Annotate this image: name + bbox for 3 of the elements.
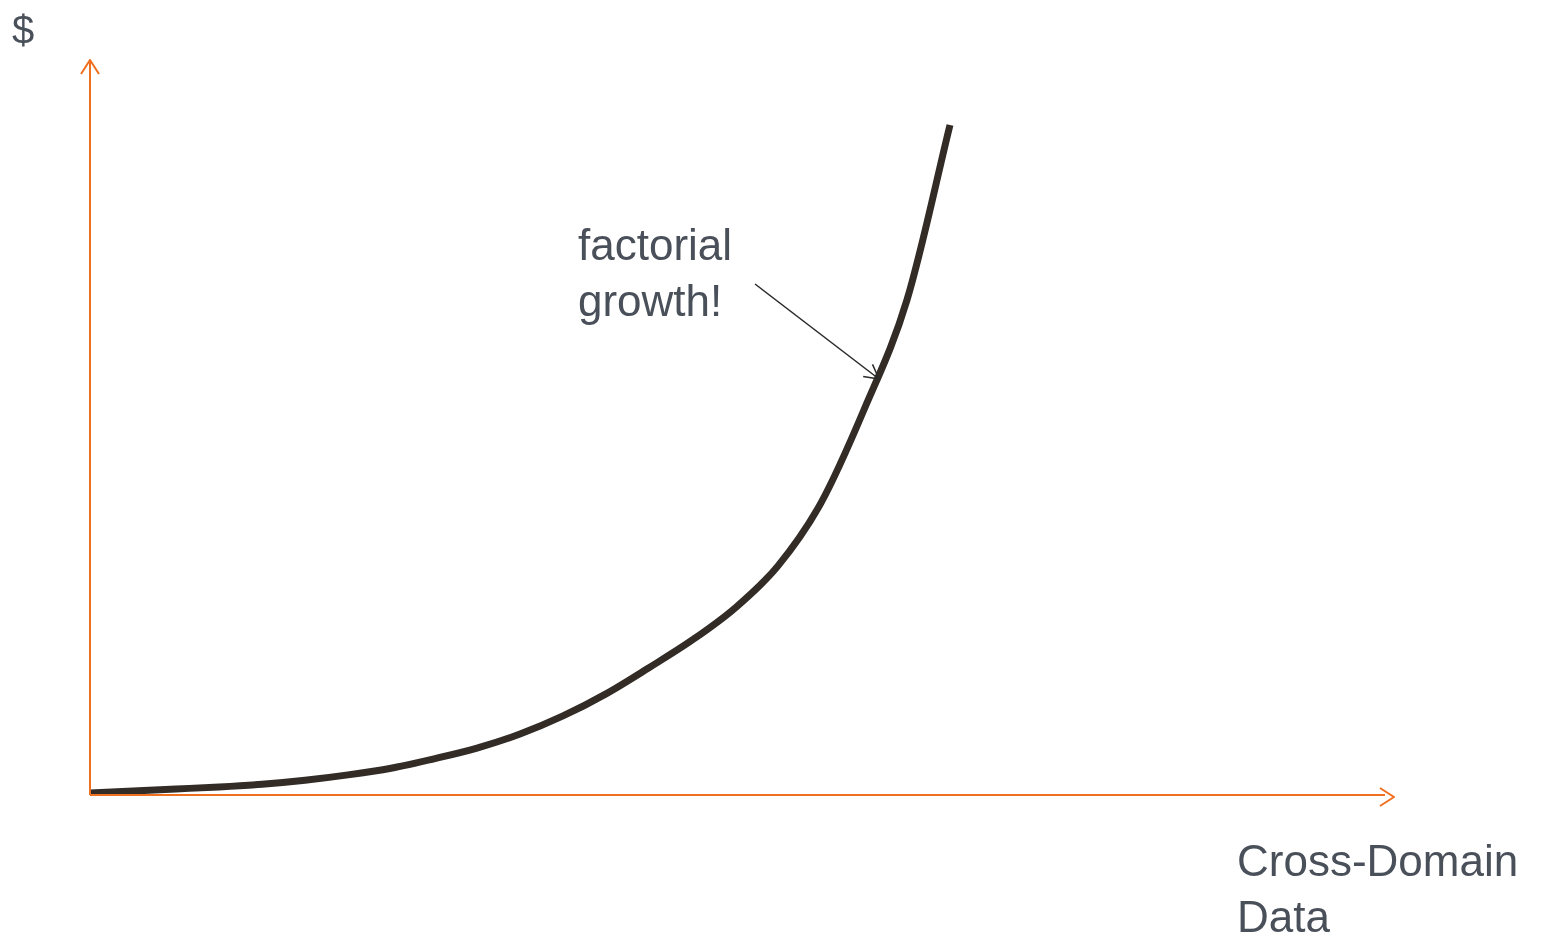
x-axis-title: Cross-Domain Data bbox=[1237, 836, 1519, 938]
y-axis-title: $ bbox=[12, 8, 35, 52]
annotation: factorial growth! bbox=[578, 220, 733, 325]
